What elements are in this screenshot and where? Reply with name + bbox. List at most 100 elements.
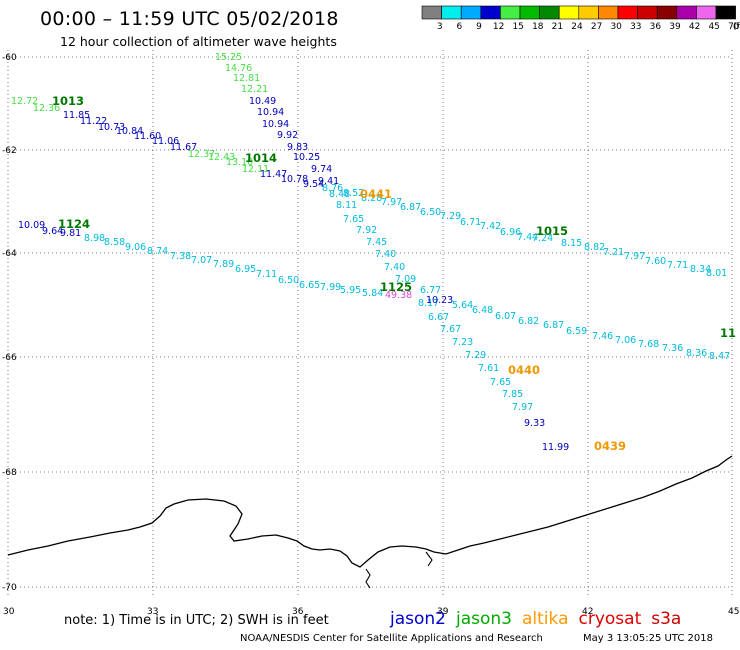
wave-height-value: 11.47 bbox=[260, 169, 287, 180]
color-scale-label: 6 bbox=[456, 22, 463, 32]
wave-height-value: 11.60 bbox=[134, 131, 161, 142]
color-scale-unit: (ft) bbox=[732, 22, 740, 32]
color-scale-swatch bbox=[578, 5, 599, 20]
wave-height-value: 9.64 bbox=[42, 226, 63, 237]
color-scale-label: 9 bbox=[476, 22, 482, 32]
wave-height-value: 11.06 bbox=[152, 136, 179, 147]
wave-height-value: 12.37 bbox=[188, 149, 215, 160]
wave-height-value: 8.01 bbox=[706, 268, 727, 279]
satellite-legend-cryosat: cryosat bbox=[578, 609, 642, 629]
wave-height-value: 11.85 bbox=[63, 110, 90, 121]
wave-height-value: 14.76 bbox=[225, 63, 252, 74]
wave-height-value: 7.11 bbox=[256, 269, 277, 280]
pass-number-label: 1014 bbox=[245, 151, 277, 165]
wave-height-value: 7.42 bbox=[480, 221, 501, 232]
wave-height-value: 6.71 bbox=[460, 217, 481, 228]
wave-height-value: 10.73 bbox=[98, 122, 125, 133]
antarctic-coastline bbox=[7, 455, 733, 568]
color-scale-label: 36 bbox=[649, 22, 662, 32]
wave-height-value: 8.47 bbox=[709, 351, 730, 362]
wave-height-value: 12.11 bbox=[242, 164, 269, 175]
pass-number-label: 1125 bbox=[380, 280, 412, 294]
wave-height-value: 6.67 bbox=[428, 312, 449, 323]
wave-height-value: 12.43 bbox=[208, 152, 235, 163]
color-scale-label: 27 bbox=[590, 22, 603, 32]
wave-height-value: 10.94 bbox=[262, 119, 289, 130]
wave-height-value: 5.84 bbox=[362, 288, 383, 299]
wave-height-value: 7.60 bbox=[645, 256, 666, 267]
color-scale-label: 70 bbox=[728, 22, 740, 32]
color-scale-label: 45 bbox=[708, 22, 720, 32]
wave-height-value: 7.65 bbox=[490, 377, 511, 388]
x-tick-label: 42 bbox=[582, 607, 593, 617]
color-scale-label: 12 bbox=[492, 22, 505, 32]
wave-height-value: 7.29 bbox=[465, 350, 486, 361]
wave-height-value: 8.98 bbox=[84, 233, 105, 244]
pass-number-label: 1124 bbox=[58, 217, 90, 231]
wave-height-value: 9.74 bbox=[311, 164, 332, 175]
y-tick-label: -66 bbox=[2, 353, 17, 363]
wave-height-value: 7.36 bbox=[662, 343, 683, 354]
wave-height-value: 6.77 bbox=[420, 285, 441, 296]
y-tick-label: -62 bbox=[2, 146, 17, 156]
pass-number-label: 1013 bbox=[52, 94, 84, 108]
color-scale-label: 18 bbox=[532, 22, 544, 32]
color-scale-swatch bbox=[519, 5, 540, 20]
wave-height-value: 7.40 bbox=[375, 249, 396, 260]
color-scale-label: 33 bbox=[630, 22, 642, 32]
x-tick-label: 45 bbox=[728, 607, 739, 617]
wave-height-value: 7.06 bbox=[615, 335, 636, 346]
wave-height-value: 6.82 bbox=[518, 316, 539, 327]
wave-height-value: 7.99 bbox=[320, 282, 341, 293]
map-subtitle: 12 hour collection of altimeter wave hei… bbox=[60, 34, 337, 49]
wave-height-value: 7.38 bbox=[170, 251, 191, 262]
pass-number-label: 0441 bbox=[360, 187, 392, 201]
wave-height-value: 7.68 bbox=[638, 339, 659, 350]
color-scale-swatch bbox=[460, 5, 482, 20]
wave-height-value: 7.71 bbox=[667, 260, 688, 271]
color-scale-swatch bbox=[500, 5, 521, 20]
map-title: 00:00 – 11:59 UTC 05/02/2018 bbox=[40, 8, 339, 30]
wave-height-value: 8.36 bbox=[686, 348, 707, 359]
wave-height-value: 8.34 bbox=[690, 264, 711, 275]
footer-note: note: 1) Time is in UTC; 2) SWH is in fe… bbox=[64, 613, 329, 628]
wave-height-value: 7.44 bbox=[517, 232, 538, 243]
color-scale-label: 24 bbox=[571, 22, 583, 32]
wave-height-value: 8.17 bbox=[418, 298, 439, 309]
wave-height-value: 7.97 bbox=[381, 197, 402, 208]
wave-height-value: 7.45 bbox=[366, 237, 387, 248]
wave-height-value: 6.59 bbox=[566, 326, 587, 337]
credit-line: NOAA/NESDIS Center for Satellite Applica… bbox=[240, 633, 543, 644]
wave-height-value: 12.21 bbox=[241, 84, 268, 95]
wave-height-value: 7.67 bbox=[440, 324, 461, 335]
coastline-inlet bbox=[365, 568, 371, 589]
wave-height-value: 8.82 bbox=[584, 242, 605, 253]
coastline-inlet bbox=[425, 551, 433, 567]
wave-height-value: 10.09 bbox=[18, 220, 45, 231]
color-scale-swatch bbox=[676, 5, 697, 20]
wave-height-value: 6.50 bbox=[278, 275, 299, 286]
x-tick-label: 39 bbox=[437, 607, 449, 617]
color-scale-label: 3 bbox=[436, 22, 443, 32]
wave-height-value: 7.09 bbox=[395, 274, 416, 285]
wave-height-value: 11.67 bbox=[170, 142, 197, 153]
wave-height-value: 7.97 bbox=[624, 251, 645, 262]
wave-height-value: 6.65 bbox=[299, 280, 320, 291]
wave-height-value: 7.23 bbox=[452, 337, 473, 348]
wave-height-value: 6.96 bbox=[500, 227, 521, 238]
color-scale-swatch bbox=[617, 5, 638, 20]
wave-height-value: 8.74 bbox=[147, 246, 168, 257]
wave-height-value: 9.41 bbox=[318, 176, 339, 187]
wave-height-value: 9.33 bbox=[524, 418, 545, 429]
pass-number-label: 1015 bbox=[536, 224, 568, 238]
wave-height-value: 15.25 bbox=[215, 52, 242, 63]
wave-height-value: 11.99 bbox=[542, 442, 569, 453]
color-scale-swatch bbox=[558, 5, 580, 20]
color-scale-swatch bbox=[421, 5, 442, 20]
wave-height-value: 12.81 bbox=[233, 73, 260, 84]
wave-height-value: 6.87 bbox=[400, 202, 421, 213]
satellite-legend-s3a: s3a bbox=[651, 609, 682, 629]
color-scale-swatch bbox=[598, 5, 619, 20]
